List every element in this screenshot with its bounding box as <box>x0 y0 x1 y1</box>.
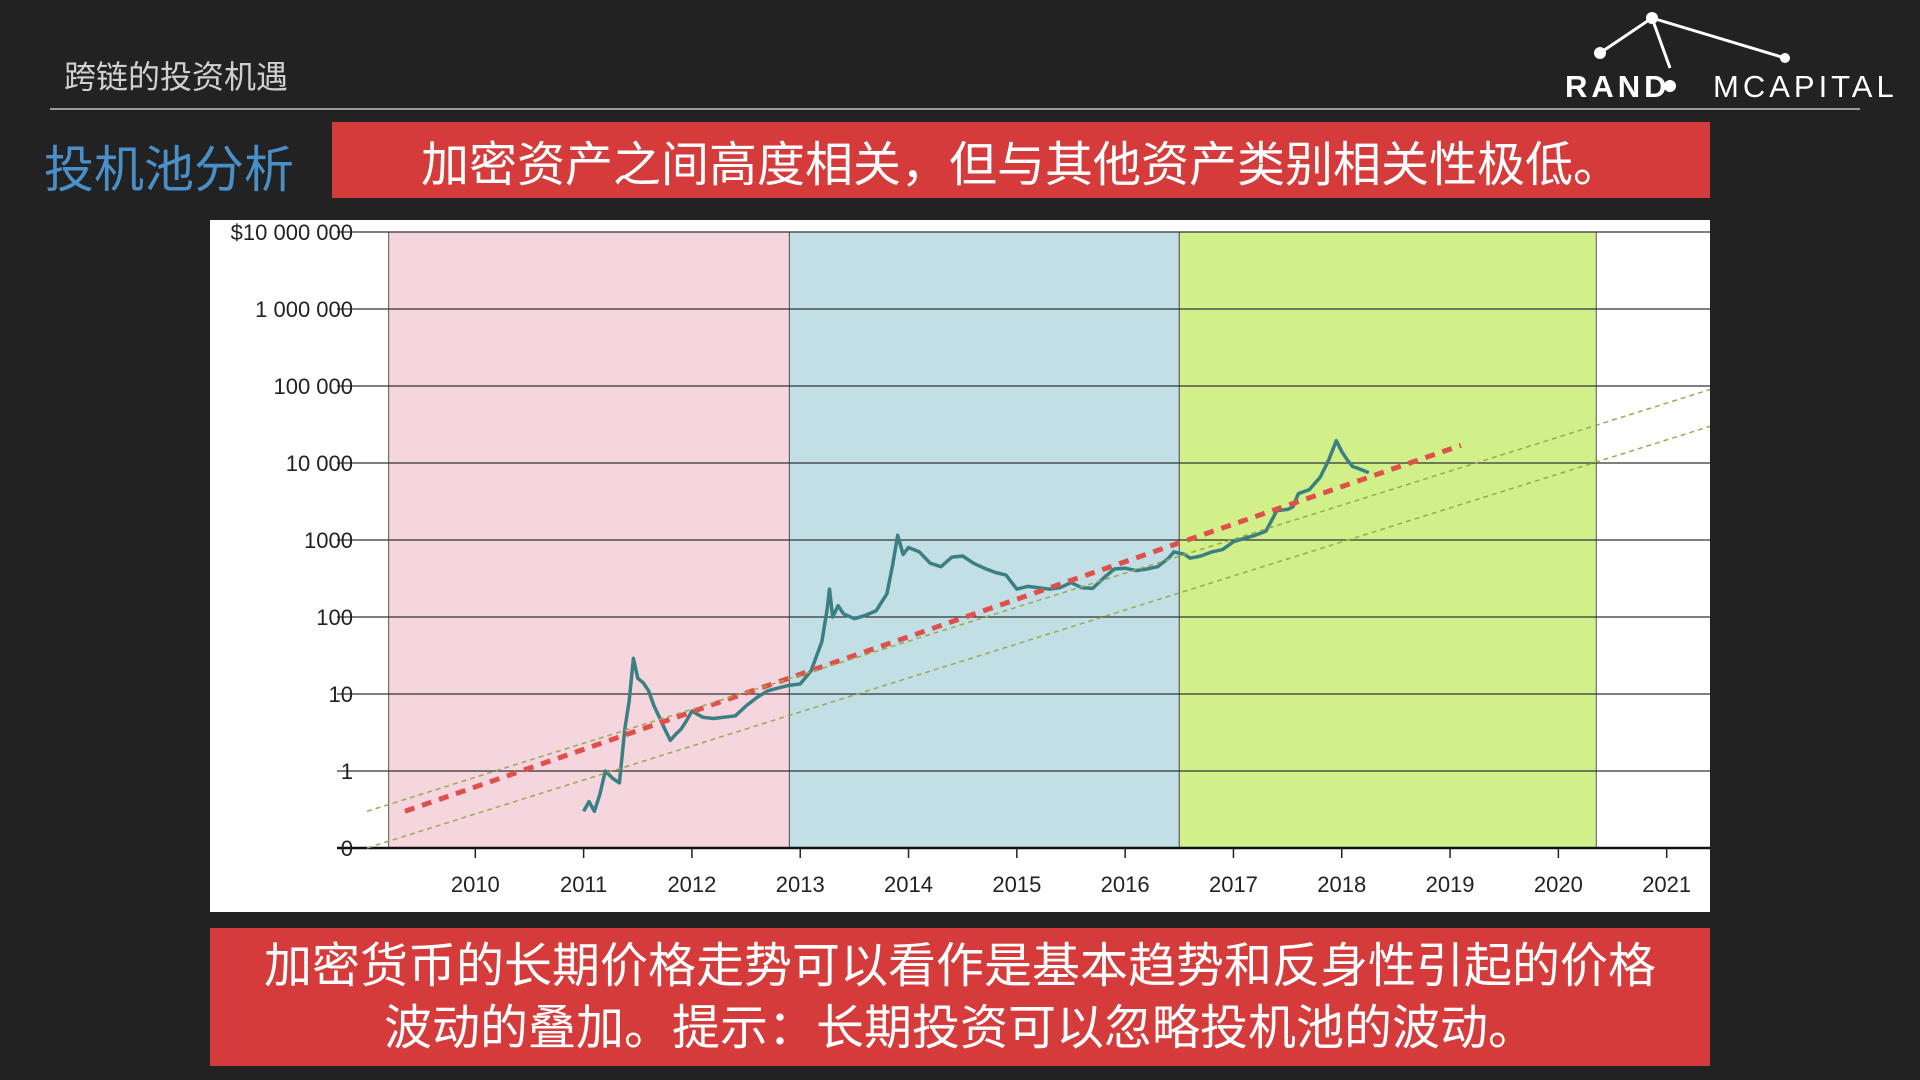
logo-text-right: MCAPITAL <box>1713 69 1898 104</box>
x-tick-label: 2021 <box>1642 872 1691 897</box>
x-tick-label: 2020 <box>1534 872 1583 897</box>
logo-text-left: RAND <box>1565 69 1671 104</box>
price-chart-svg: 0 1 10 100 1000 10 000 100 000 1 000 000 $10 000… <box>231 220 1710 897</box>
y-tick-label: 10 000 <box>286 451 353 476</box>
y-tick-label: $10 000 000 <box>231 220 353 245</box>
y-tick-label: 1 <box>341 759 353 784</box>
y-tick-label: 1 000 000 <box>255 297 353 322</box>
x-tick-label: 2015 <box>992 872 1041 897</box>
y-tick-label: 0 <box>341 836 353 861</box>
x-tick-label: 2016 <box>1101 872 1150 897</box>
y-tick-label: 1000 <box>304 528 353 553</box>
headline-banner: 加密资产之间高度相关，但与其他资产类别相关性极低。 <box>332 122 1710 198</box>
x-tick-label: 2019 <box>1426 872 1475 897</box>
x-tick-label: 2018 <box>1317 872 1366 897</box>
x-tick-label: 2014 <box>884 872 933 897</box>
footer-line-1: 加密货币的长期价格走势可以看作是基本趋势和反身性引起的价格 <box>263 938 1656 994</box>
y-tick-label: 100 <box>316 605 353 630</box>
price-line <box>582 438 1370 814</box>
price-chart: 0 1 10 100 1000 10 000 100 000 1 000 000 $10 000… <box>210 220 1710 912</box>
footer-banner: 加密货币的长期价格走势可以看作是基本趋势和反身性引起的价格 波动的叠加。提示：长… <box>210 928 1710 1066</box>
trend-line <box>404 442 1462 814</box>
section-label: 投机池分析 <box>44 141 294 199</box>
y-tick-label: 10 <box>329 682 353 707</box>
header-divider <box>50 108 1860 110</box>
x-tick-label: 2011 <box>560 872 607 897</box>
x-tick-label: 2012 <box>667 872 716 897</box>
slide-header-title: 跨链的投资机遇 <box>64 58 289 96</box>
y-tick-label: 100 000 <box>273 374 353 399</box>
channel-upper-line <box>366 388 1710 813</box>
x-tick-label: 2013 <box>776 872 825 897</box>
headline-text: 加密资产之间高度相关，但与其他资产类别相关性极低。 <box>420 137 1621 193</box>
footer-line-2: 波动的叠加。提示：长期投资可以忽略投机池的波动。 <box>383 1000 1536 1056</box>
x-tick-label: 2017 <box>1209 872 1258 897</box>
random-capital-logo: RAND MCAPITAL <box>1565 12 1898 104</box>
channel-lower-line <box>366 425 1710 849</box>
x-tick-label: 2010 <box>451 872 500 897</box>
